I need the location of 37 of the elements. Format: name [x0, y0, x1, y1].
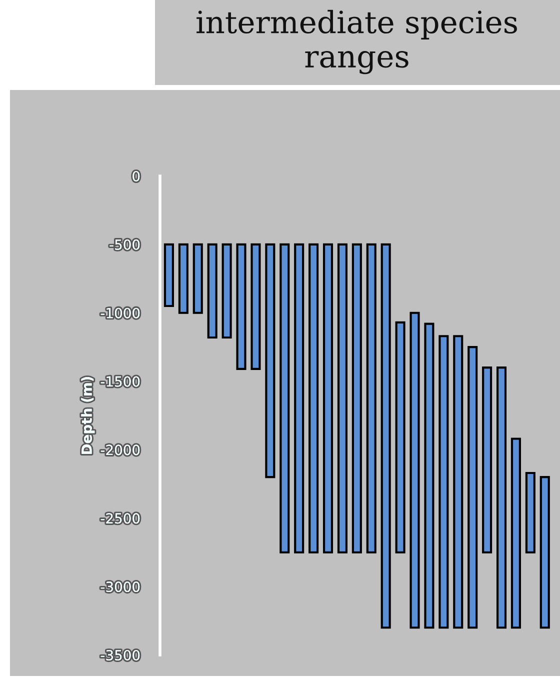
bar	[308, 243, 319, 554]
y-tick-label: -1500	[100, 376, 140, 387]
bar	[438, 335, 449, 629]
chart-title: intermediate species ranges	[196, 10, 517, 74]
bar	[468, 346, 478, 629]
bar	[250, 243, 261, 370]
bar	[424, 322, 434, 629]
bar	[395, 321, 406, 554]
y-tick-label: -500	[110, 239, 140, 250]
bar	[222, 243, 232, 339]
bar	[482, 366, 492, 554]
bar	[178, 243, 188, 314]
bar	[380, 243, 391, 629]
bar	[207, 243, 218, 339]
y-tick-label: -1000	[100, 308, 140, 318]
bar	[453, 335, 464, 629]
bar	[164, 243, 174, 308]
y-tick-label: -3000	[100, 582, 140, 592]
y-tick-label: -2000	[100, 444, 140, 456]
bar	[540, 476, 550, 629]
bar	[322, 243, 334, 554]
y-axis-title: Depth (m)	[81, 376, 95, 454]
bar	[410, 312, 420, 629]
bar	[337, 243, 348, 554]
bar	[510, 438, 521, 629]
bar	[496, 366, 507, 629]
bar	[192, 243, 203, 314]
y-tick-label: 0	[132, 170, 140, 182]
bar	[525, 472, 536, 554]
y-tick-label: -3500	[100, 650, 140, 660]
bar	[352, 243, 362, 554]
bar	[265, 243, 276, 478]
bar	[236, 243, 246, 370]
bar	[294, 243, 304, 554]
y-tick-label: -2500	[100, 513, 140, 524]
bar	[280, 243, 290, 554]
bar	[366, 243, 376, 554]
